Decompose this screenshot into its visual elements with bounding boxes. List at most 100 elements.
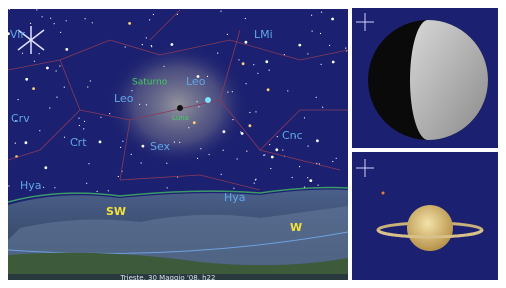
star [109,113,110,114]
star [56,70,57,71]
star [246,83,247,84]
star [269,144,270,145]
star [49,107,50,108]
star [125,46,126,47]
star [241,132,244,135]
star [60,32,61,33]
star [209,154,210,155]
star [264,154,265,155]
constellation-label: Hya [20,179,42,192]
star [54,187,55,188]
star [66,20,67,21]
star [223,150,224,151]
star [242,62,245,65]
star [86,183,87,184]
star [227,34,228,35]
constellation-label: Cnc [282,129,303,142]
star [151,45,152,46]
star [128,22,131,25]
star [249,112,250,113]
star [263,155,264,156]
star [36,9,37,10]
star [240,131,241,132]
moon-marker [177,105,183,111]
star [197,158,198,159]
star [149,19,150,20]
star [287,90,288,91]
star [321,12,322,13]
star [174,142,175,143]
star [179,142,180,143]
star [320,33,321,34]
star [166,163,167,164]
saturn-disk [407,205,453,251]
star [253,64,254,65]
star [79,125,80,126]
cardinal-point: W [290,221,302,234]
star [207,76,208,77]
star [64,87,65,88]
cardinal-point: SW [106,205,126,218]
star [100,117,101,118]
moon-glow [106,43,250,167]
star [59,65,60,66]
star [309,179,312,182]
star [332,61,335,64]
sky-view: Vir LMi Saturno Leo Leo Luna Crv Crt Sex… [7,8,348,282]
star [318,185,319,186]
star [171,43,174,46]
constellation-label: LMi [254,28,273,41]
star [193,121,196,124]
star [78,118,79,119]
star [217,53,218,54]
constellation-label: Vir [10,28,25,41]
star [142,44,143,45]
star [282,149,283,150]
star [311,15,312,16]
saturn-marker [205,97,211,103]
star [92,22,93,23]
constellation-label: Leo [114,92,134,105]
star [142,145,145,148]
star [331,18,334,21]
star [271,156,274,159]
star [84,121,85,122]
star [54,23,55,24]
star [332,161,333,162]
star [97,191,98,192]
star [322,107,323,108]
star [269,70,270,71]
star [64,137,65,138]
star [298,44,301,47]
star [257,73,258,74]
star [65,48,68,51]
star [307,53,308,54]
moon-titan [382,192,385,195]
star [43,187,44,188]
star [329,45,330,46]
constellation-label: Hya [224,191,246,204]
star [99,141,102,144]
star [232,91,233,92]
star [220,11,221,12]
star [42,16,43,17]
star [227,92,228,93]
star [312,31,313,32]
star [299,166,300,167]
star [122,141,123,142]
star [277,136,278,137]
star [336,158,337,159]
star [30,23,31,24]
star [270,168,271,169]
star [131,154,132,155]
star [254,183,255,184]
star [177,14,178,15]
star [120,147,121,148]
star [249,124,252,127]
star [18,99,19,100]
star [246,151,247,152]
star [238,59,239,60]
star [265,60,268,63]
star [307,177,308,178]
star [221,174,222,175]
